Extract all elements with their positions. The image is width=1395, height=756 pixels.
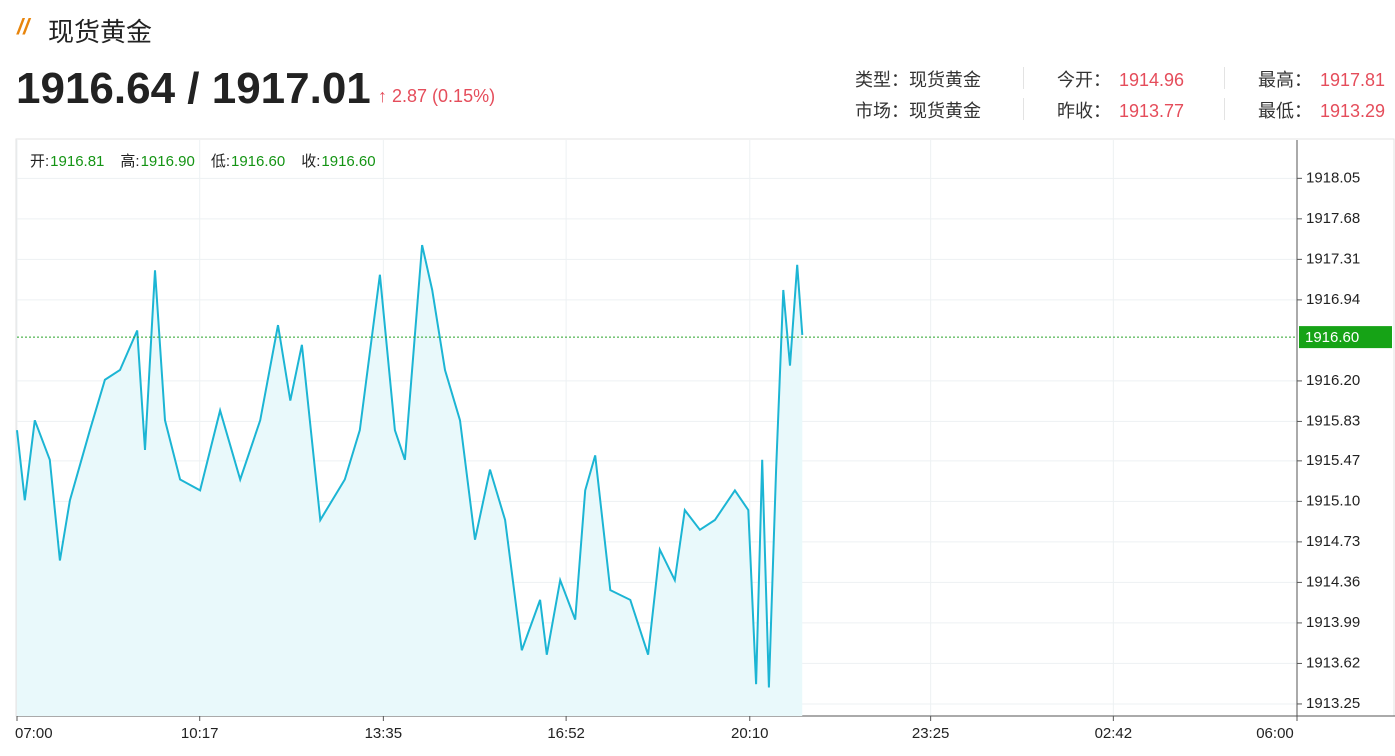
info-item: 最高： 1917.81 — [1258, 66, 1385, 92]
separator — [1224, 67, 1225, 89]
current-price-label: 1916.60 — [1305, 329, 1359, 346]
ohlc-label: 开: — [30, 153, 49, 170]
icon: // — [17, 14, 30, 39]
y-tick-label: 1913.25 — [1306, 695, 1360, 712]
y-tick-label: 1913.62 — [1306, 654, 1360, 671]
x-tick-label: 06:00 — [1256, 725, 1294, 742]
info-value: 1913.29 — [1320, 101, 1386, 121]
info-value: 现货黄金 — [909, 70, 981, 90]
info-value: 1913.77 — [1119, 101, 1185, 121]
info-value: 1917.81 — [1320, 70, 1386, 90]
separator — [1023, 98, 1024, 120]
price: 1916.64 / 1917.01 — [16, 64, 371, 113]
y-tick-label: 1913.99 — [1306, 614, 1360, 631]
change-value: 2.87 (0.15%) — [392, 86, 496, 106]
info-item: 市场：现货黄金 — [855, 97, 981, 123]
ohlc-value: 1916.60 — [231, 153, 285, 170]
y-tick-label: 1915.10 — [1306, 492, 1360, 509]
y-tick-label: 1914.36 — [1306, 573, 1360, 590]
separator — [1224, 98, 1225, 120]
info-value: 现货黄金 — [909, 101, 981, 121]
info-item: 最低： 1913.29 — [1258, 97, 1385, 123]
line — [16, 244, 804, 688]
info-label: 昨收： — [1057, 101, 1111, 121]
x-tick-label: 02:42 — [1095, 725, 1133, 742]
ohlc-value: 1916.81 — [50, 153, 104, 170]
x-tick-label: 20:10 — [731, 725, 769, 742]
title: 现货黄金 — [48, 17, 153, 47]
change: ↑ 2.87 (0.15%) — [378, 86, 496, 106]
info-label: 最低： — [1258, 101, 1312, 121]
current-price-box — [1299, 326, 1392, 349]
x-tick-label: 10:17 — [181, 725, 219, 742]
y-tick-label: 1915.83 — [1306, 412, 1360, 429]
y-tick-label: 1914.73 — [1306, 533, 1360, 550]
y-tick-label: 1917.68 — [1306, 210, 1360, 227]
x-tick-label: 16:52 — [547, 725, 585, 742]
info-label: 最高： — [1258, 70, 1312, 90]
separator — [1023, 67, 1024, 89]
ohlc-label: 收: — [301, 153, 320, 170]
y-tick-label: 1916.94 — [1306, 291, 1360, 308]
ohlc-label: 高: — [120, 153, 139, 170]
info-item: 昨收： 1913.77 — [1057, 97, 1184, 123]
ohlc-label: 低: — [211, 153, 230, 170]
y-tick-label: 1916.20 — [1306, 372, 1360, 389]
info-value: 1914.96 — [1119, 70, 1185, 90]
info-label: 市场： — [855, 101, 909, 121]
info-label: 今开： — [1057, 70, 1111, 90]
area — [17, 245, 803, 716]
y-tick-label: 1915.47 — [1306, 452, 1360, 469]
x-tick-label: 13:35 — [365, 725, 403, 742]
y-tick-label: 1917.31 — [1306, 250, 1360, 267]
x-tick-label: 07:00 — [15, 725, 53, 742]
x-tick-label: 23:25 — [912, 725, 950, 742]
ohlc-value: 1916.90 — [141, 153, 195, 170]
ohlc-value: 1916.60 — [321, 153, 375, 170]
info-item: 类型：现货黄金 — [855, 66, 981, 92]
info-label: 类型： — [855, 70, 909, 90]
y-tick-label: 1918.05 — [1306, 169, 1360, 186]
info-item: 今开： 1914.96 — [1057, 66, 1184, 92]
